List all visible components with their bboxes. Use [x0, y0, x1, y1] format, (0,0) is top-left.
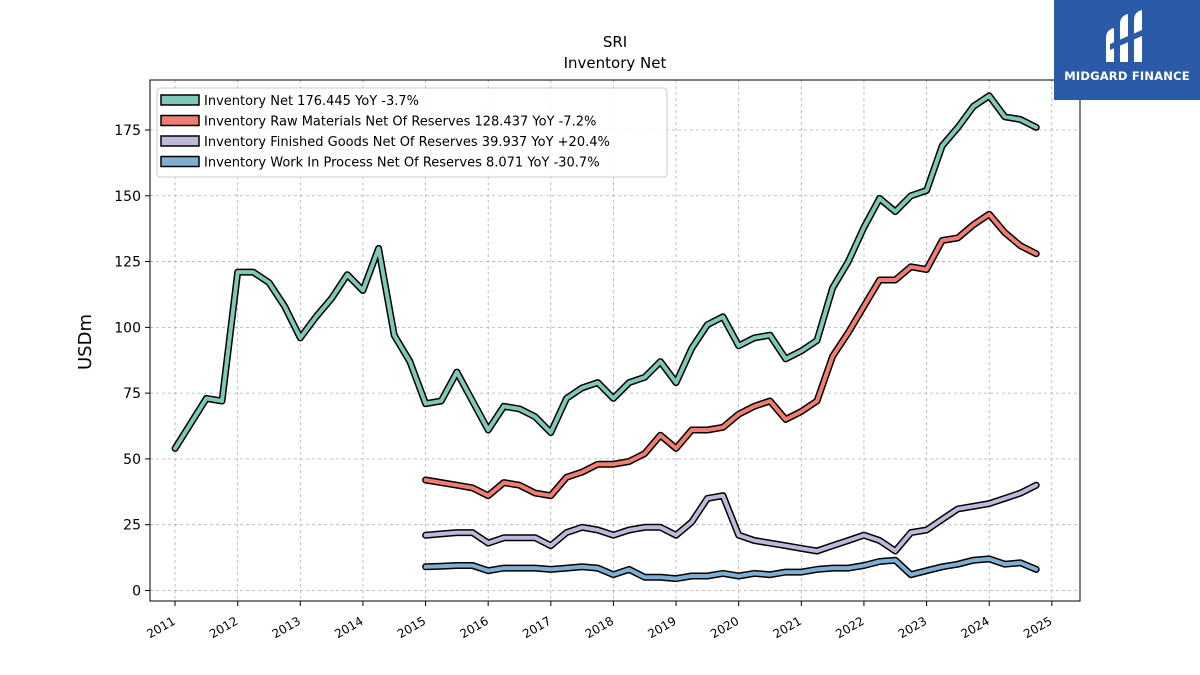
- x-tick-label: 2022: [833, 614, 866, 641]
- midgard-logo-icon: [1106, 10, 1142, 62]
- chart-subtitle: Inventory Net: [564, 54, 667, 72]
- legend-label: Inventory Finished Goods Net Of Reserves…: [204, 135, 610, 150]
- y-tick-label: 0: [132, 583, 141, 599]
- series-outline-1: [422, 210, 1040, 500]
- y-tick-label: 175: [114, 123, 141, 139]
- legend-label: Inventory Net 176.445 YoY -3.7%: [204, 94, 419, 109]
- legend-swatch: [160, 94, 200, 106]
- legend-box: [156, 87, 668, 178]
- brand-logo: MIDGARD FINANCE: [1054, 0, 1200, 100]
- x-tick-label: 2016: [457, 614, 490, 641]
- x-tick-label: 2017: [520, 614, 553, 641]
- x-tick-label: 2015: [395, 614, 428, 641]
- series-line-2: [423, 483, 1039, 553]
- legend-swatch: [160, 114, 200, 127]
- y-tick-label: 100: [114, 320, 141, 336]
- x-tick-label: 2019: [645, 614, 678, 641]
- y-tick-label: 150: [114, 189, 141, 205]
- x-tick-label: 2021: [771, 614, 804, 641]
- series-line-3: [423, 556, 1039, 581]
- legend-label: Inventory Work In Process Net Of Reserve…: [204, 156, 600, 171]
- y-tick-label: 50: [123, 452, 141, 468]
- x-tick-label: 2011: [144, 614, 177, 641]
- x-tick-label: 2014: [332, 614, 365, 641]
- legend-label: Inventory Raw Materials Net Of Reserves …: [204, 115, 596, 130]
- brand-name: MIDGARD FINANCE: [1064, 69, 1190, 83]
- x-tick-label: 2025: [1021, 614, 1054, 641]
- legend-swatch: [160, 155, 200, 168]
- x-tick-label: 2023: [896, 614, 929, 641]
- series-line-1: [423, 212, 1039, 498]
- x-tick-label: 2024: [958, 614, 991, 641]
- x-tick-label: 2020: [708, 614, 741, 641]
- legend-swatch: [160, 135, 200, 147]
- y-axis-label: USDm: [75, 314, 96, 370]
- chart-title: SRI: [603, 33, 627, 51]
- y-tick-label: 75: [123, 386, 141, 402]
- x-tick-label: 2013: [270, 614, 303, 641]
- y-tick-label: 25: [123, 518, 141, 534]
- x-tick-label: 2018: [583, 614, 616, 641]
- legend: Inventory Net 176.445 YoY -3.7% Inventory…: [156, 87, 668, 178]
- y-tick-label: 125: [114, 255, 141, 271]
- plot-frame: [149, 79, 1081, 602]
- series-lines: [171, 92, 1040, 583]
- x-tick-label: 2012: [207, 614, 240, 641]
- series-line-0: [173, 93, 1039, 451]
